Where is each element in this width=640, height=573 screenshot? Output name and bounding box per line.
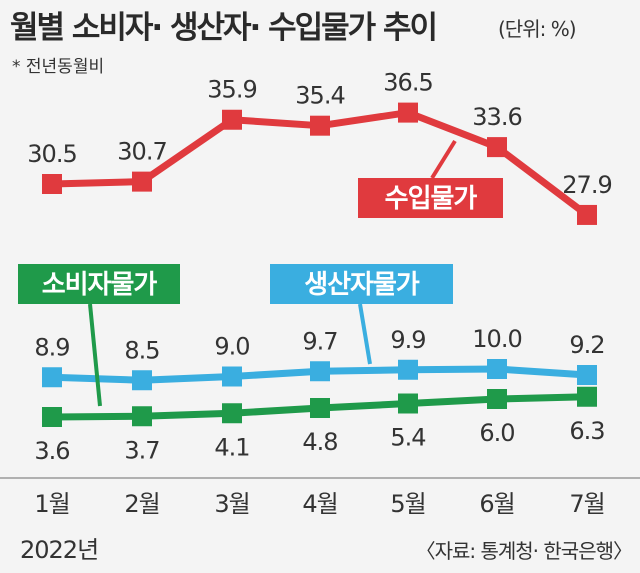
chart-note: * 전년동월비 bbox=[12, 57, 104, 77]
consumer-value-label: 4.8 bbox=[302, 428, 337, 456]
import-value-label: 35.9 bbox=[207, 76, 256, 104]
producer-value-label: 9.0 bbox=[214, 333, 249, 361]
producer-value-label: 9.9 bbox=[390, 326, 425, 354]
import-point bbox=[487, 137, 507, 158]
import-series-name: 수입물가 bbox=[385, 184, 478, 214]
x-tick-label: 1월 bbox=[34, 490, 69, 518]
producer-series-name: 생산자물가 bbox=[304, 270, 420, 300]
x-tick-label: 3월 bbox=[214, 490, 249, 518]
consumer-value-label: 6.3 bbox=[569, 417, 604, 445]
import-value-label: 27.9 bbox=[562, 171, 611, 199]
consumer-point bbox=[577, 386, 597, 407]
consumer-point bbox=[42, 407, 62, 427]
consumer-callout-box bbox=[18, 264, 180, 304]
import-point bbox=[577, 204, 597, 225]
import-point bbox=[310, 115, 330, 136]
import-point bbox=[132, 171, 152, 192]
import-value-label: 30.7 bbox=[117, 138, 166, 166]
import-value-label: 33.6 bbox=[472, 103, 521, 131]
chart-title: 월별 소비자· 생산자· 수입물가 추이 bbox=[10, 10, 436, 46]
consumer-point bbox=[132, 406, 152, 427]
import-point bbox=[42, 174, 62, 194]
consumer-value-label: 3.7 bbox=[124, 436, 159, 464]
consumer-value-label: 6.0 bbox=[479, 419, 514, 447]
consumer-callout-pointer bbox=[88, 303, 102, 407]
x-tick-label: 4월 bbox=[302, 490, 337, 518]
producer-point bbox=[310, 361, 330, 382]
producer-value-label: 9.2 bbox=[569, 331, 604, 359]
producer-callout-box bbox=[270, 264, 453, 304]
consumer-value-label: 5.4 bbox=[390, 424, 425, 452]
consumer-value-label: 4.1 bbox=[214, 433, 249, 461]
x-tick-label: 2월 bbox=[124, 490, 159, 518]
chart-marks: 30.5 30.7 35.9 35.4 36.5 33.6 27.9 수입물가 8.9 8.5 9.… bbox=[18, 69, 613, 465]
consumer-point bbox=[398, 393, 418, 414]
import-point bbox=[398, 102, 418, 123]
producer-value-label: 8.5 bbox=[124, 336, 159, 364]
consumer-value-label: 3.6 bbox=[34, 437, 69, 465]
consumer-point bbox=[487, 389, 507, 409]
consumer-point bbox=[222, 403, 242, 424]
x-tick-label: 7월 bbox=[569, 490, 604, 518]
producer-callout-pointer bbox=[358, 303, 372, 365]
import-callout-box bbox=[358, 178, 503, 218]
x-tick-label: 5월 bbox=[390, 490, 425, 518]
consumer-point bbox=[310, 398, 330, 418]
import-point bbox=[222, 109, 242, 130]
x-axis: 1월 2월 3월 4월 5월 6월 7월 bbox=[0, 477, 640, 518]
source-note: 〈자료: 통계청· 한국은행〉 bbox=[416, 539, 632, 563]
producer-point bbox=[487, 359, 507, 379]
import-value-label: 30.5 bbox=[27, 140, 76, 168]
producer-point bbox=[398, 359, 418, 380]
producer-point bbox=[577, 365, 597, 385]
producer-point bbox=[222, 366, 242, 387]
producer-point bbox=[42, 367, 62, 388]
import-callout-pointer bbox=[430, 139, 457, 180]
consumer-series-name: 소비자물가 bbox=[42, 270, 158, 300]
year-label: 2022년 bbox=[20, 536, 98, 564]
import-value-label: 36.5 bbox=[383, 69, 432, 97]
chart-unit: (단위: %) bbox=[498, 17, 576, 41]
producer-point bbox=[132, 370, 152, 391]
producer-value-label: 10.0 bbox=[472, 325, 521, 353]
import-value-label: 35.4 bbox=[295, 82, 344, 110]
producer-value-label: 8.9 bbox=[34, 333, 69, 361]
x-tick-label: 6월 bbox=[479, 490, 514, 518]
producer-value-label: 9.7 bbox=[302, 327, 337, 355]
